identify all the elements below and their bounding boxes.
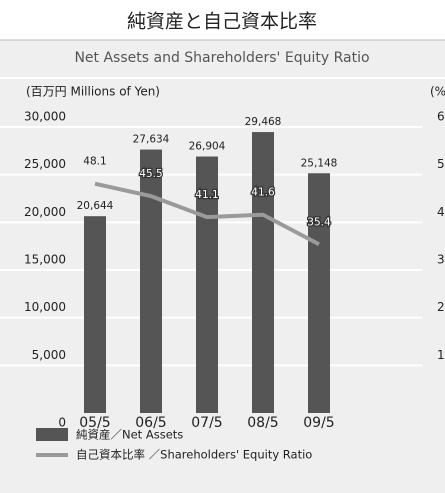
- bar-value-label: 27,634: [133, 134, 170, 146]
- chart-subtitle: Net Assets and Shareholders' Equity Rati…: [74, 50, 369, 66]
- line-value-label: 48.1: [83, 156, 106, 168]
- bar: [308, 173, 330, 413]
- y-axis-label: (百万円 Millions of Yen): [26, 85, 160, 99]
- x-tick-label: 07/5: [191, 415, 222, 431]
- y2-axis-label: (%): [430, 85, 445, 99]
- line: [94, 181, 320, 247]
- bar: [140, 149, 162, 414]
- title-band: [0, 0, 445, 40]
- y-tick-label: 5,000: [32, 348, 66, 362]
- y2-tick-label: 30: [437, 253, 445, 267]
- y-tick-label: 10,000: [24, 300, 66, 314]
- y-tick-label: 15,000: [24, 253, 66, 267]
- x-tick-label: 08/5: [247, 415, 278, 431]
- bar: [196, 156, 218, 413]
- line-value-label: 45.5: [139, 168, 162, 180]
- x-tick-label: 09/5: [303, 415, 334, 431]
- bar-value-label: 26,904: [189, 141, 226, 153]
- bar-value-label: 20,644: [77, 200, 114, 212]
- line-value-label: 35.4: [307, 216, 331, 228]
- legend-label: 純資産／Net Assets: [76, 428, 183, 442]
- y2-tick-label: 10: [437, 348, 445, 362]
- y-tick-label: 30,000: [24, 110, 66, 124]
- legend-swatch: [36, 428, 68, 441]
- y-tick-label: 20,000: [24, 205, 66, 219]
- y2-tick-label: 60: [437, 110, 445, 124]
- y2-tick-label: 20: [437, 300, 445, 314]
- line-value-label: 41.1: [195, 189, 218, 201]
- bar-value-label: 29,468: [245, 116, 282, 128]
- bar-value-label: 25,148: [301, 157, 338, 169]
- x-tick-label: 06/5: [135, 415, 166, 431]
- bar: [252, 132, 274, 414]
- x-tick-label: 05/5: [79, 415, 110, 431]
- y2-tick-label: 50: [437, 157, 445, 171]
- y-tick-label: 25,000: [24, 157, 66, 171]
- y-tick-label: 0: [58, 416, 66, 430]
- chart-title: 純資産と自己資本比率: [127, 11, 317, 33]
- line-value-label: 41.6: [251, 187, 275, 199]
- bar: [84, 216, 106, 413]
- y2-tick-label: 40: [437, 205, 445, 219]
- legend-label: 自己資本比率 ／Shareholders' Equity Ratio: [76, 448, 312, 462]
